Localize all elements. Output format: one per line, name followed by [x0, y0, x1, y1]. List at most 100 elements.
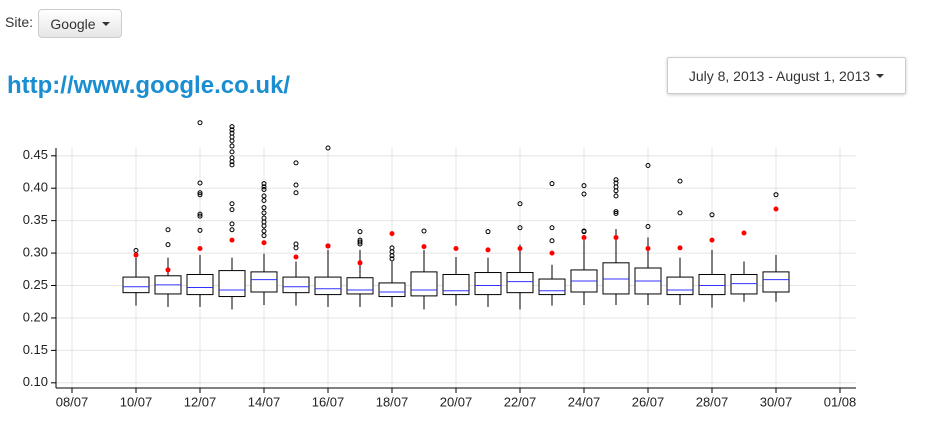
y-tick-label: 0.35 — [23, 212, 48, 227]
outlier — [485, 229, 491, 235]
box — [346, 277, 374, 295]
mean — [645, 246, 651, 252]
outlier — [293, 182, 299, 188]
outlier — [613, 188, 619, 194]
x-tick-label: 24/07 — [568, 394, 601, 409]
caret — [101, 21, 110, 26]
outlier — [261, 181, 267, 187]
outlier — [229, 143, 235, 149]
site-dropdown[interactable]: Google — [38, 9, 122, 38]
outlier — [261, 205, 267, 211]
outlier — [261, 193, 267, 199]
outlier — [581, 229, 587, 235]
outlier — [229, 159, 235, 165]
x-tick-label: 22/07 — [504, 394, 537, 409]
mean — [357, 260, 363, 266]
outlier — [357, 239, 363, 245]
outlier — [197, 120, 203, 126]
mean — [709, 237, 715, 243]
mean — [165, 267, 171, 273]
outlier — [261, 223, 267, 229]
outlier — [165, 227, 171, 233]
date-range-picker[interactable]: July 8, 2013 - August 1, 2013 — [667, 57, 906, 94]
box — [378, 282, 406, 298]
outlier — [613, 177, 619, 183]
outlier — [677, 210, 683, 216]
outlier — [197, 227, 203, 233]
x-tick-label: 08/07 — [56, 394, 89, 409]
mean — [453, 246, 459, 252]
box — [698, 273, 726, 296]
x-tick-label: 20/07 — [440, 394, 473, 409]
outlier — [645, 163, 651, 169]
outlier — [421, 228, 427, 234]
y-tick-label: 0.25 — [23, 277, 48, 292]
mean — [261, 240, 267, 246]
mean — [549, 250, 555, 256]
outlier — [389, 253, 395, 259]
outlier — [261, 187, 267, 193]
box — [410, 271, 438, 297]
outlier — [549, 225, 555, 231]
outlier — [357, 241, 363, 247]
outlier — [613, 209, 619, 215]
box — [218, 270, 246, 298]
box — [474, 272, 502, 296]
outlier — [581, 191, 587, 197]
outlier — [197, 213, 203, 219]
x-tick-label: 14/07 — [248, 394, 281, 409]
mean — [389, 231, 395, 237]
box — [538, 278, 566, 296]
x-tick-label: 16/07 — [312, 394, 345, 409]
outlier — [229, 124, 235, 130]
mean — [197, 246, 203, 252]
outlier — [261, 210, 267, 216]
site-label: Site: — [5, 14, 34, 30]
x-tick-label: 26/07 — [632, 394, 665, 409]
outlier — [197, 180, 203, 186]
outlier — [293, 190, 299, 196]
box — [250, 271, 278, 293]
mean — [421, 244, 427, 250]
outlier — [517, 201, 523, 207]
y-tick-label: 0.45 — [23, 147, 48, 162]
x-tick-label: 18/07 — [376, 394, 409, 409]
x-tick-label: 01/08 — [824, 394, 857, 409]
date-range-text: July 8, 2013 - August 1, 2013 — [688, 67, 871, 84]
outlier — [229, 162, 235, 168]
mean — [325, 243, 331, 249]
outlier — [325, 145, 331, 151]
outlier — [197, 211, 203, 217]
box — [442, 273, 470, 296]
mean — [485, 247, 491, 253]
box — [666, 276, 694, 296]
outlier — [165, 242, 171, 248]
mean — [133, 252, 139, 258]
outlier — [229, 207, 235, 213]
outlier — [549, 181, 555, 187]
mean — [613, 235, 619, 241]
outlier — [133, 247, 139, 253]
box — [122, 276, 150, 294]
page-title[interactable]: http://www.google.co.uk/ — [7, 72, 291, 99]
outlier — [229, 138, 235, 144]
site-button-text: Google — [50, 15, 96, 32]
outlier — [709, 212, 715, 218]
outlier — [773, 192, 779, 198]
box — [506, 272, 534, 294]
caret — [876, 73, 885, 78]
x-tick-label: 10/07 — [120, 394, 153, 409]
y-tick-label: 0.30 — [23, 245, 48, 260]
x-tick-label: 30/07 — [760, 394, 793, 409]
mean — [229, 237, 235, 243]
box — [730, 273, 758, 295]
outlier — [229, 201, 235, 207]
mean — [581, 235, 587, 241]
outlier — [581, 183, 587, 189]
outlier — [197, 192, 203, 198]
outlier — [613, 193, 619, 199]
outlier — [293, 160, 299, 166]
mean — [677, 245, 683, 251]
outlier — [261, 228, 267, 234]
